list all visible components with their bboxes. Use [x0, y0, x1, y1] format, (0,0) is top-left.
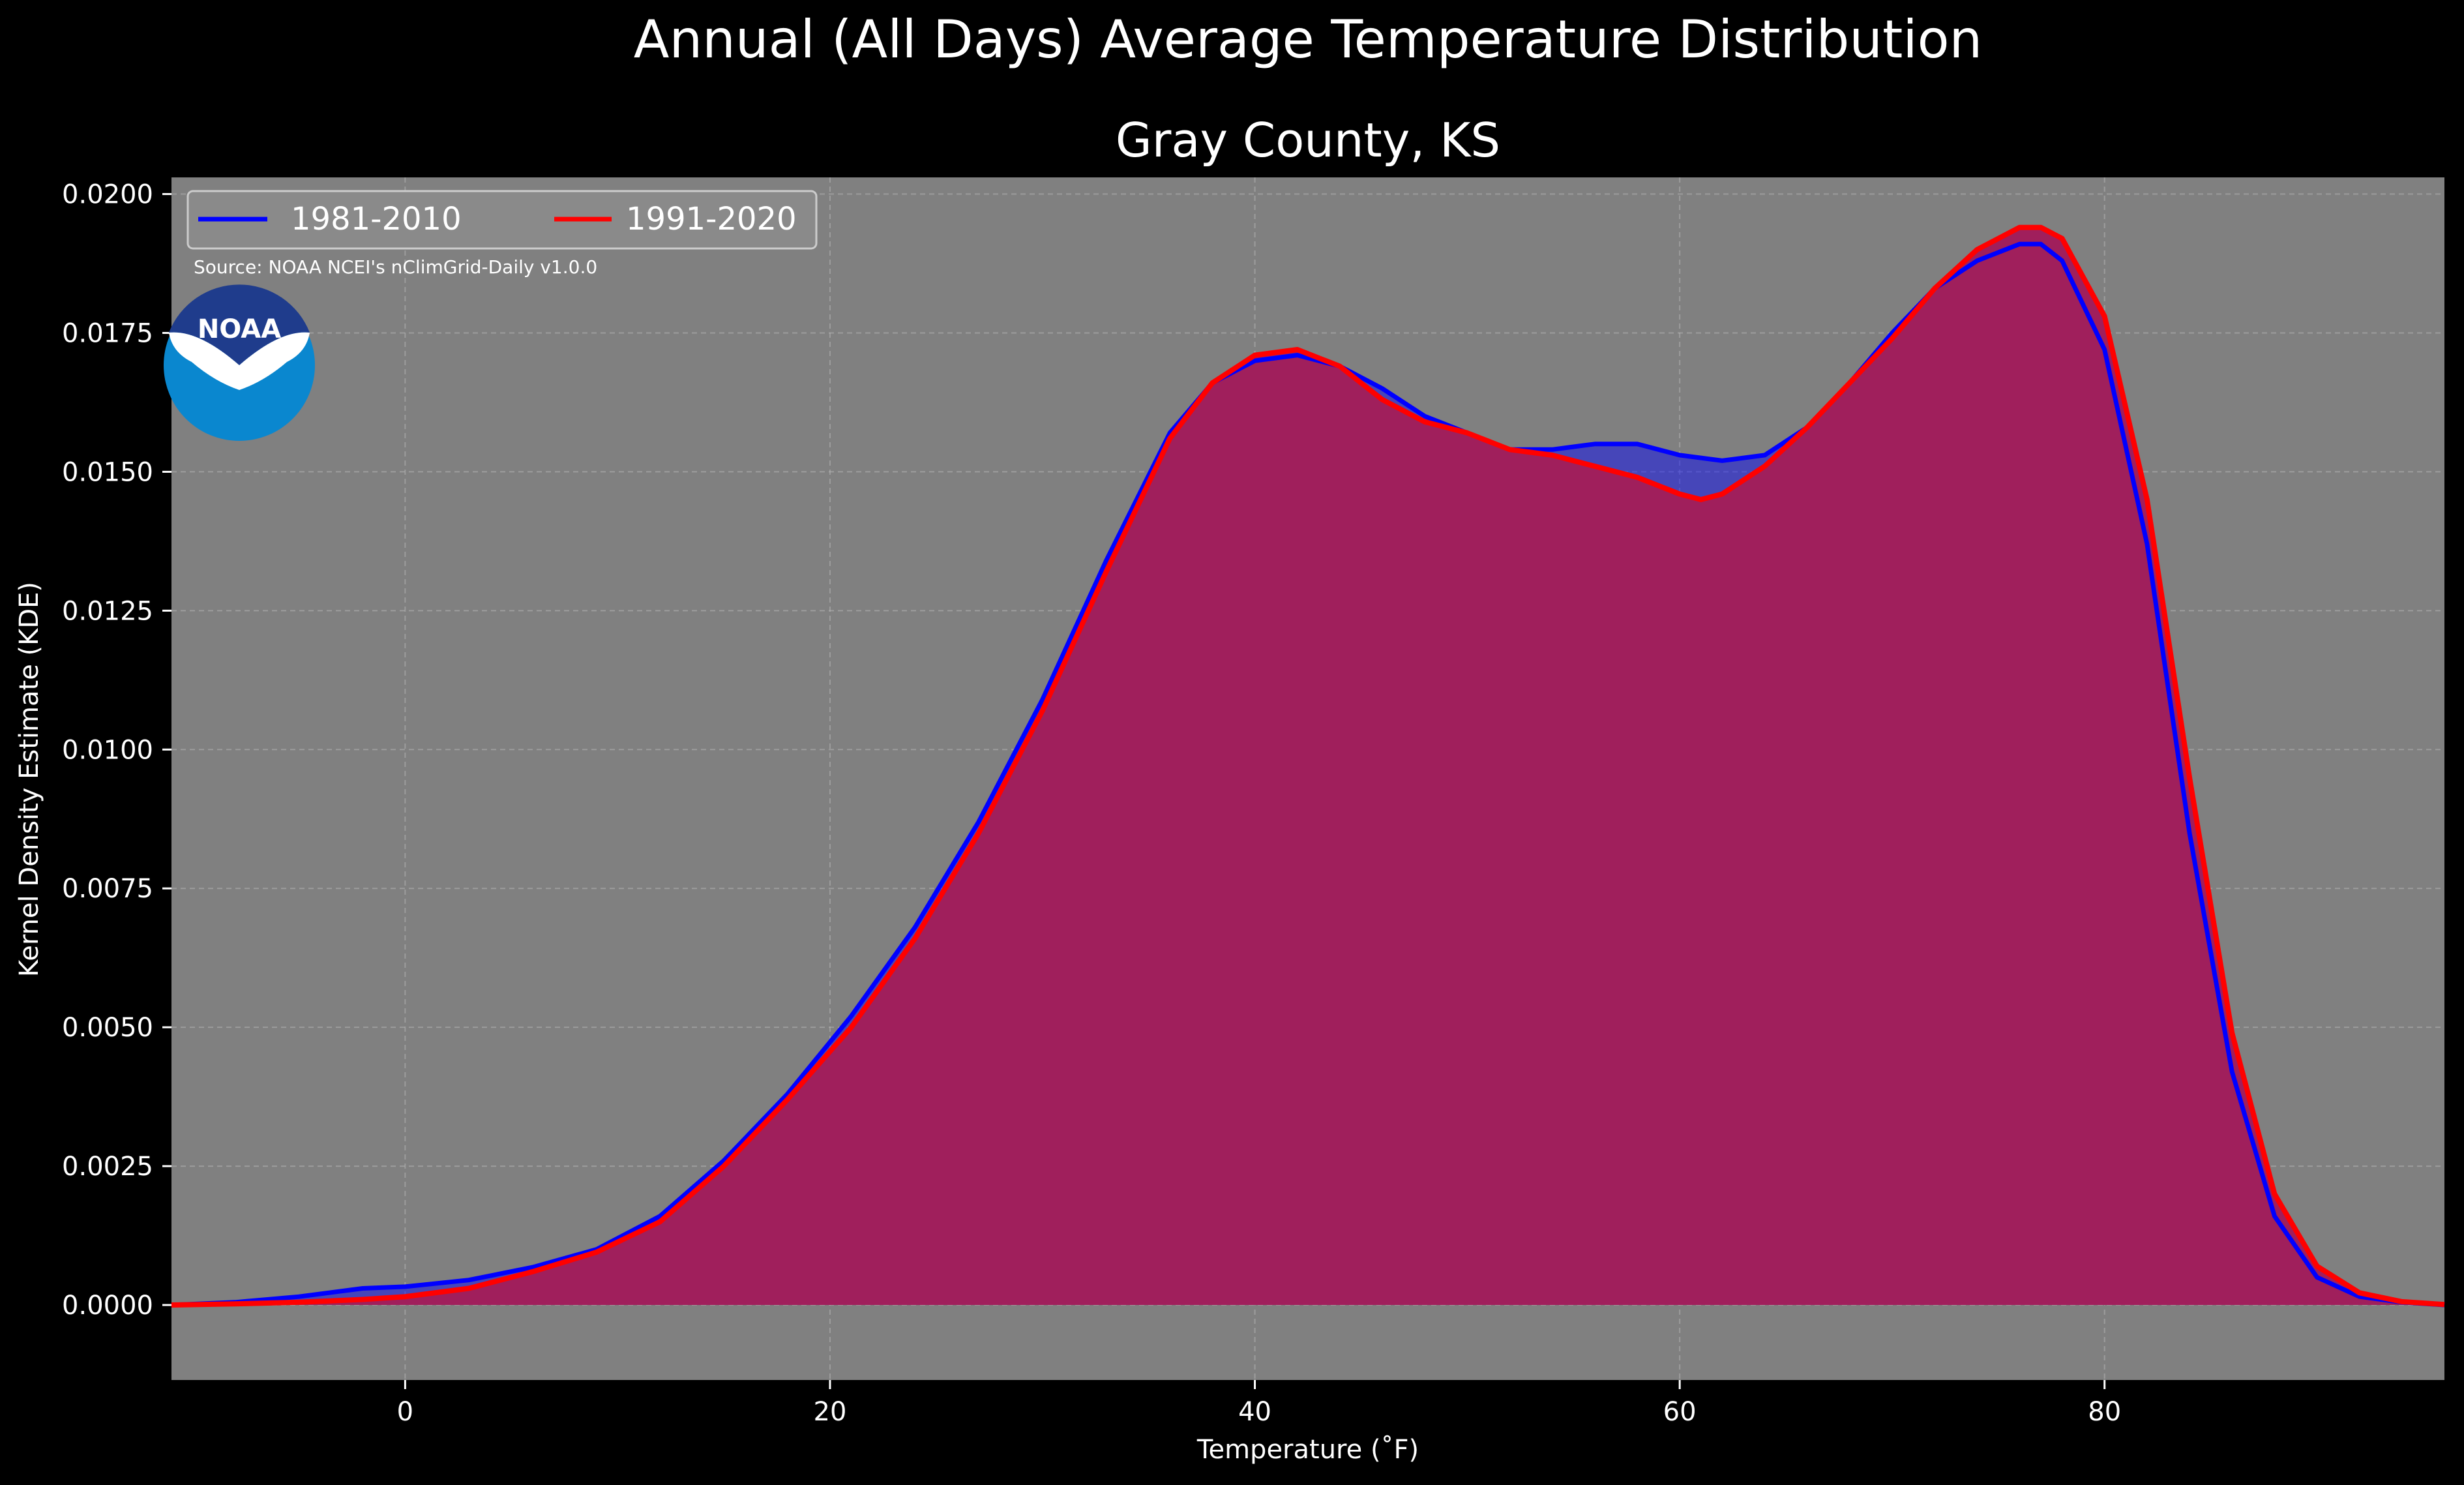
plot-area — [171, 177, 2445, 1380]
area-1991-2020 — [171, 227, 2444, 1306]
noaa-logo: NOAA — [164, 284, 315, 441]
figure-title: Annual (All Days) Average Temperature Di… — [634, 9, 1982, 70]
y-tick-label-0.0125: 0.0125 — [62, 596, 153, 626]
legend: 1981-2010 1991-2020 — [186, 190, 818, 250]
legend-label-1981-2010: 1981-2010 — [291, 201, 462, 237]
legend-label-1991-2020: 1991-2020 — [626, 201, 797, 237]
chart-title: Gray County, KS — [1116, 113, 1500, 168]
x-tick-label-20: 20 — [814, 1397, 847, 1427]
y-tick-label-0.0025: 0.0025 — [62, 1152, 153, 1182]
y-tick-label-0.0150: 0.0150 — [62, 457, 153, 487]
x-tick-label-0: 0 — [397, 1397, 413, 1427]
noaa-gull-icon — [169, 332, 310, 390]
y-tick-label-0.0075: 0.0075 — [62, 874, 153, 904]
noaa-logo-top — [169, 284, 310, 365]
x-tick-label-80: 80 — [2088, 1397, 2121, 1427]
legend-box — [186, 190, 818, 250]
y-tick-label-0.0050: 0.0050 — [62, 1013, 153, 1043]
source-note: Source: NOAA NCEI's nClimGrid-Daily v1.0… — [194, 256, 597, 278]
axes: 0 20 40 60 80 0.0000 0.0025 0.0050 0.0075 0.0100 0… — [62, 180, 2121, 1427]
x-tick-label-40: 40 — [1238, 1397, 1271, 1427]
y-tick-label-0.0100: 0.0100 — [62, 735, 153, 765]
y-tick-label-0.0175: 0.0175 — [62, 318, 153, 348]
line-1991-2020 — [171, 224, 2445, 1308]
y-tick-label-0.0000: 0.0000 — [62, 1291, 153, 1321]
y-axis-label: Kernel Density Estimate (KDE) — [14, 582, 44, 977]
noaa-logo-text: NOAA — [198, 314, 281, 344]
x-axis-label: Temperature (˚F) — [1196, 1435, 1419, 1465]
x-tick-label-60: 60 — [1663, 1397, 1697, 1427]
y-tick-label-0.0200: 0.0200 — [62, 180, 153, 210]
